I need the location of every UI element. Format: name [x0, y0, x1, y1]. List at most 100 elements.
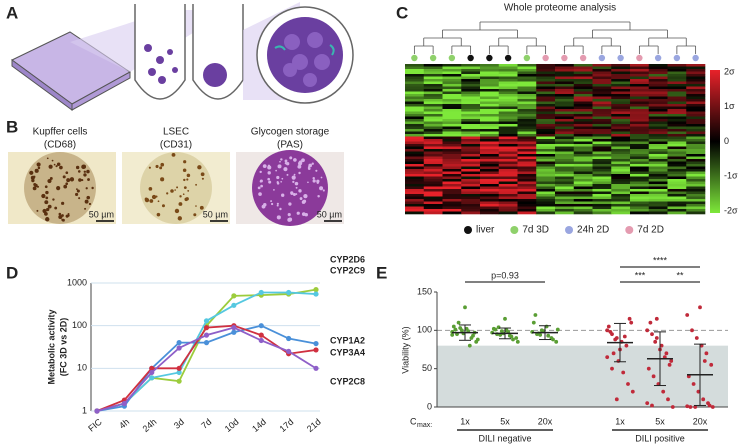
- heatmap-cell: [667, 194, 687, 197]
- speck: [51, 159, 54, 162]
- heatmap-cell: [686, 109, 706, 112]
- heatmap-cell: [536, 136, 556, 140]
- heatmap-cell: [480, 104, 500, 107]
- heatmap-cell: [555, 99, 575, 102]
- data-point: [456, 320, 461, 325]
- heatmap-cell: [442, 86, 462, 90]
- heatmap-cell: [480, 184, 500, 187]
- heatmap-cell: [667, 104, 687, 107]
- heatmap-cell: [536, 126, 556, 130]
- heatmap-cell: [536, 191, 556, 195]
- heatmap-cell: [648, 89, 668, 92]
- heatmap-cell: [423, 194, 443, 197]
- y-tick-label: 50: [422, 363, 432, 373]
- speck: [148, 166, 151, 169]
- x-tick-label: 14d: [250, 417, 268, 434]
- heatmap-cell: [573, 186, 593, 190]
- speck: [262, 164, 267, 169]
- heatmap-cell: [405, 124, 425, 127]
- heatmap-cell: [536, 204, 556, 207]
- heatmap-cell: [555, 151, 575, 155]
- heatmap-cell: [555, 129, 575, 132]
- data-point: [666, 397, 670, 402]
- heatmap-cell: [667, 119, 687, 122]
- heatmap-cell: [480, 146, 500, 150]
- speck: [47, 204, 52, 209]
- heatmap-cell: [480, 106, 500, 110]
- heatmap-cell: [536, 134, 556, 137]
- heatmap-cell: [442, 149, 462, 152]
- heatmap-cell: [461, 174, 481, 177]
- heatmap-cell: [573, 201, 593, 205]
- heatmap-cell: [442, 104, 462, 107]
- heatmap-cell: [536, 99, 556, 102]
- heatmap-cell: [555, 206, 575, 210]
- heatmap-cell: [536, 181, 556, 185]
- heatmap-cell: [648, 199, 668, 202]
- heatmap-cell: [442, 79, 462, 82]
- heatmap-cell: [517, 169, 537, 172]
- heatmap-cell: [480, 209, 500, 212]
- heatmap-cell: [405, 209, 425, 212]
- heatmap-cell: [405, 84, 425, 87]
- data-point: [451, 324, 456, 329]
- heatmap-cell: [480, 194, 500, 197]
- data-point: [685, 313, 690, 317]
- heatmap-cell: [667, 176, 687, 180]
- heatmap-cell: [423, 91, 443, 95]
- speck: [185, 197, 189, 201]
- heatmap-cell: [405, 186, 425, 190]
- heatmap-cell: [592, 139, 612, 142]
- data-point: [701, 397, 706, 402]
- image-title: Kupffer cells: [33, 127, 88, 138]
- data-point: [610, 366, 614, 371]
- line-chart: 1 10 100 1000 FIC 4h 24h 3d 7d 10d 14d 17d 21d Metabo…: [46, 254, 365, 434]
- heatmap-cell: [667, 169, 687, 172]
- speck: [276, 202, 279, 205]
- heatmap-cell: [630, 144, 650, 147]
- heatmap-cell: [461, 89, 481, 92]
- heatmap-cell: [498, 161, 518, 165]
- data-point: [621, 370, 626, 375]
- heatmap-cell: [461, 121, 481, 125]
- heatmap-cell: [461, 171, 481, 175]
- panel-label: B: [6, 117, 18, 136]
- heatmap-cell: [611, 184, 631, 187]
- data-point: [313, 287, 319, 293]
- speck: [78, 197, 81, 200]
- data-point: [231, 325, 237, 331]
- heatmap-cell: [498, 131, 518, 135]
- legend-marker: [510, 226, 519, 234]
- heatmap-cell: [667, 121, 687, 125]
- heatmap-cell: [405, 134, 425, 137]
- heatmap-cell: [517, 126, 537, 130]
- heatmap-cell: [630, 206, 650, 210]
- speck: [195, 183, 197, 186]
- heatmap-cell: [648, 129, 668, 132]
- heatmap-cell: [480, 69, 500, 72]
- speck: [183, 186, 187, 190]
- heatmap-cell: [630, 96, 650, 100]
- heatmap-cell: [573, 151, 593, 155]
- heatmap-cell: [405, 166, 425, 170]
- heatmap-cell: [480, 196, 500, 200]
- heatmap-cell: [498, 196, 518, 200]
- heatmap-cell: [686, 104, 706, 107]
- heatmap-cell: [517, 146, 537, 150]
- legend-label: CYP2D6: [330, 254, 365, 264]
- heatmap-cell: [461, 184, 481, 187]
- speck: [55, 165, 58, 168]
- y-axis-label: Metabolic activity: [46, 309, 56, 384]
- heatmap-cell: [461, 201, 481, 205]
- x-tick-label: 21d: [305, 417, 323, 434]
- heatmap-cell: [611, 166, 631, 170]
- heatmap-cell: [423, 154, 443, 157]
- heatmap-cell: [667, 76, 687, 80]
- heatmap-cell: [480, 206, 500, 210]
- heatmap-cell: [442, 76, 462, 80]
- data-point: [203, 318, 210, 324]
- heatmap-cell: [423, 119, 443, 122]
- heatmap-cell: [498, 86, 518, 90]
- heatmap-cell: [648, 154, 668, 157]
- heatmap-cell: [536, 74, 556, 77]
